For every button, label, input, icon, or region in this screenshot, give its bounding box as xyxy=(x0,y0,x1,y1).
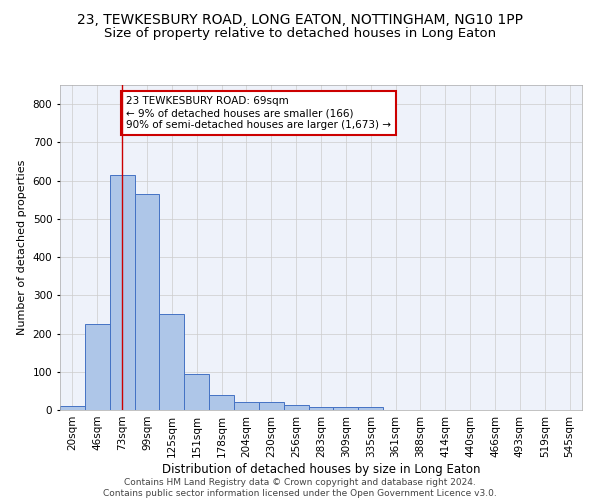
Bar xyxy=(234,402,259,410)
Text: 23 TEWKESBURY ROAD: 69sqm
← 9% of detached houses are smaller (166)
90% of semi-: 23 TEWKESBURY ROAD: 69sqm ← 9% of detach… xyxy=(126,96,391,130)
Y-axis label: Number of detached properties: Number of detached properties xyxy=(17,160,27,335)
Bar xyxy=(184,374,209,410)
Text: Contains HM Land Registry data © Crown copyright and database right 2024.
Contai: Contains HM Land Registry data © Crown c… xyxy=(103,478,497,498)
X-axis label: Distribution of detached houses by size in Long Eaton: Distribution of detached houses by size … xyxy=(162,462,480,475)
Bar xyxy=(160,314,184,410)
Bar xyxy=(209,394,234,410)
Bar xyxy=(308,407,334,410)
Bar xyxy=(60,406,85,410)
Bar xyxy=(85,324,110,410)
Bar xyxy=(358,407,383,410)
Bar xyxy=(134,194,160,410)
Bar xyxy=(334,407,358,410)
Bar xyxy=(110,175,134,410)
Bar xyxy=(284,405,308,410)
Text: Size of property relative to detached houses in Long Eaton: Size of property relative to detached ho… xyxy=(104,28,496,40)
Text: 23, TEWKESBURY ROAD, LONG EATON, NOTTINGHAM, NG10 1PP: 23, TEWKESBURY ROAD, LONG EATON, NOTTING… xyxy=(77,12,523,26)
Bar xyxy=(259,402,284,410)
